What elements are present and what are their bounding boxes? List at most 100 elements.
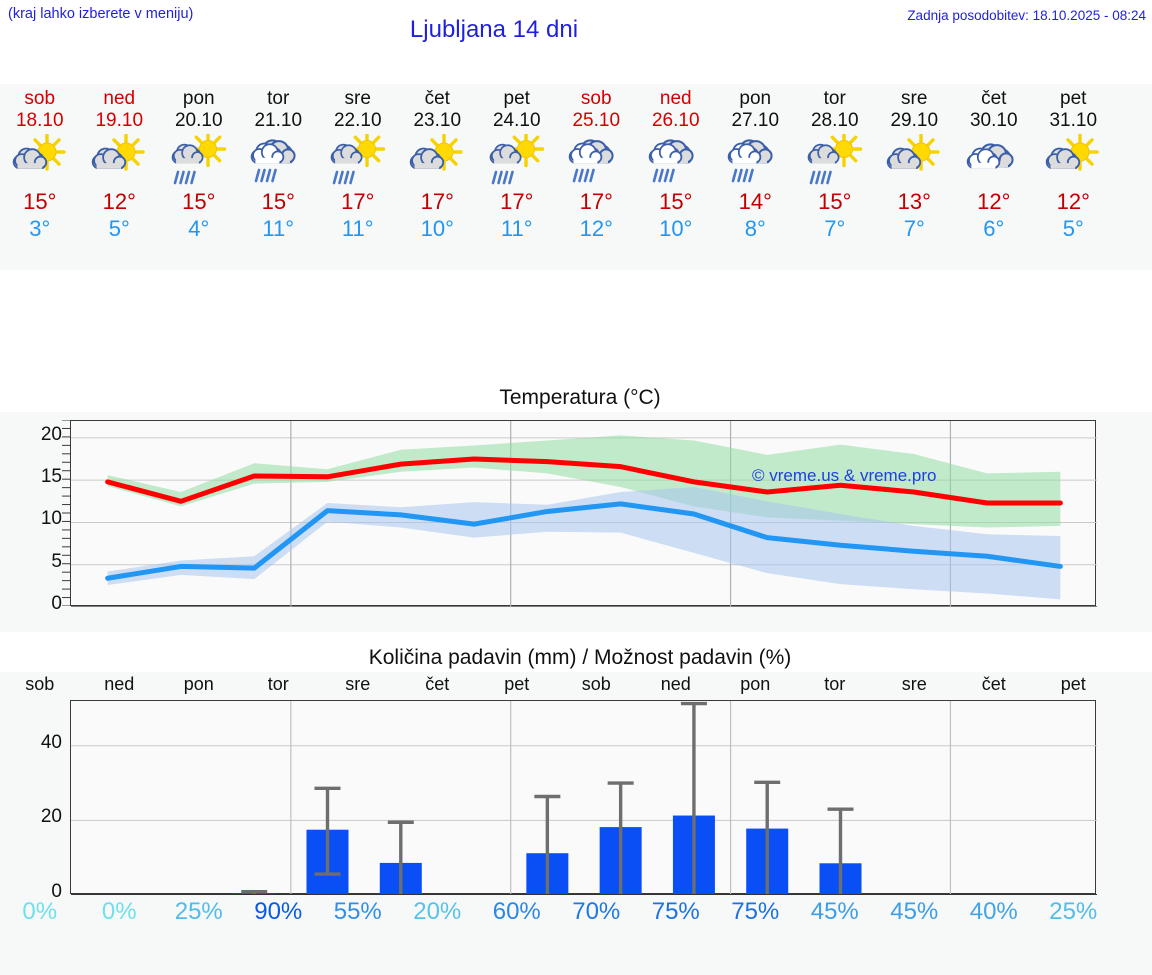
- precip-day-label: pet: [504, 674, 530, 694]
- high-temperature: 12°: [1056, 189, 1090, 214]
- cloudy-icon: [959, 134, 1029, 188]
- day-date: 23.10: [413, 110, 462, 131]
- precip-probability: 60%: [492, 898, 541, 925]
- low-temperature: 3°: [29, 216, 51, 241]
- precip-probability: 75%: [731, 898, 780, 925]
- day-of-week: sob: [24, 88, 56, 109]
- day-forecast-cell[interactable]: sre 29.10 13° 7°: [875, 84, 955, 270]
- temp-y-tick-label: 15: [40, 466, 62, 488]
- precip-day-label: ned: [104, 674, 135, 694]
- day-forecast-cell[interactable]: ned 26.10 15° 10°: [636, 84, 716, 270]
- day-date: 21.10: [254, 110, 303, 131]
- precip-day-label: čet: [425, 674, 450, 694]
- day-of-week: sre: [344, 88, 371, 109]
- partly-cloudy-icon: [402, 134, 472, 188]
- low-temperature: 5°: [1062, 216, 1084, 241]
- precip-probability: 0%: [101, 898, 137, 925]
- day-of-week: pon: [739, 88, 772, 109]
- day-forecast-cell[interactable]: pet 31.10 12° 5°: [1034, 84, 1114, 270]
- day-of-week: tor: [267, 88, 290, 109]
- daily-forecast-strip: sob 18.10 15° 3° ned 19.10 12° 5° pon 20.10 15° 4° t…: [0, 84, 1152, 270]
- partly-cloudy-icon: [879, 134, 949, 188]
- precip-day-label: sre: [901, 674, 927, 694]
- chart-title-backdrop: [0, 380, 1152, 412]
- day-forecast-cell[interactable]: pon 27.10 14° 8°: [716, 84, 796, 270]
- day-date: 27.10: [731, 110, 780, 131]
- temp-y-tick-label: 10: [40, 508, 62, 530]
- partly-cloudy-icon: [1038, 134, 1108, 188]
- high-temperature: 15°: [23, 189, 57, 214]
- low-temperature: 5°: [108, 216, 130, 241]
- day-forecast-cell[interactable]: čet 23.10 17° 10°: [398, 84, 478, 270]
- precip-day-label: pet: [1060, 674, 1086, 694]
- temp-y-tick-label: 20: [40, 423, 62, 445]
- precip-probability: 70%: [572, 898, 621, 925]
- day-date: 19.10: [95, 110, 144, 131]
- high-temperature: 14°: [738, 189, 772, 214]
- day-forecast-cell[interactable]: pon 20.10 15° 4°: [159, 84, 239, 270]
- last-updated: Zadnja posodobitev: 18.10.2025 - 08:24: [907, 8, 1146, 23]
- precip-probability: 40%: [969, 898, 1018, 925]
- high-temperature: 15°: [261, 189, 295, 214]
- cloudy-rain-icon: [641, 134, 711, 188]
- precip-day-label: ned: [660, 674, 691, 694]
- precipitation-probability-row: 0% 0% 25% 90% 55% 20% 60% 70% 75% 75% 45% 45% 40% 25%: [0, 898, 1152, 932]
- day-forecast-cell[interactable]: sob 18.10 15° 3°: [0, 84, 80, 270]
- precip-probability: 45%: [810, 898, 859, 925]
- low-temperature: 10°: [420, 216, 454, 241]
- day-date: 25.10: [572, 110, 621, 131]
- partly-cloudy-rain-icon: [164, 134, 234, 188]
- precip-probability: 25%: [1049, 898, 1098, 925]
- precip-day-label: sob: [581, 674, 611, 694]
- precip-probability: 20%: [413, 898, 462, 925]
- day-date: 18.10: [15, 110, 64, 131]
- day-date: 24.10: [492, 110, 541, 131]
- precip-day-label: pon: [183, 674, 214, 694]
- low-temperature: 11°: [500, 216, 533, 241]
- low-temperature: 10°: [659, 216, 693, 241]
- precip-day-label: tor: [824, 674, 846, 694]
- high-temperature: 17°: [420, 189, 454, 214]
- cloudy-rain-icon: [561, 134, 631, 188]
- day-forecast-cell[interactable]: tor 28.10 15° 7°: [795, 84, 875, 270]
- day-of-week: pet: [1060, 88, 1087, 109]
- day-date: 28.10: [810, 110, 859, 131]
- temp-y-tick-label: 5: [51, 550, 62, 572]
- precip-day-label: sre: [345, 674, 371, 694]
- day-forecast-cell[interactable]: pet 24.10 17° 11°: [477, 84, 557, 270]
- precip-y-tick-label: 20: [40, 806, 62, 828]
- precipitation-day-labels: sob ned pon tor sre čet pet sob ned pon tor sre čet p…: [0, 674, 1152, 700]
- high-temperature: 15°: [818, 189, 852, 214]
- page-header: (kraj lahko izberete v meniju) Ljubljana…: [0, 0, 1152, 56]
- day-of-week: sre: [901, 88, 928, 109]
- menu-hint: (kraj lahko izberete v meniju): [8, 6, 194, 22]
- precip-day-label: čet: [981, 674, 1006, 694]
- cloudy-rain-icon: [720, 134, 790, 188]
- precip-day-label: pon: [740, 674, 771, 694]
- precip-probability: 25%: [174, 898, 223, 925]
- precip-y-tick-label: 0: [51, 881, 62, 902]
- high-temperature: 12°: [102, 189, 136, 214]
- low-temperature: 7°: [903, 216, 925, 241]
- partly-cloudy-rain-icon: [800, 134, 870, 188]
- day-forecast-cell[interactable]: tor 21.10 15° 11°: [239, 84, 319, 270]
- day-date: 26.10: [651, 110, 700, 131]
- day-forecast-cell[interactable]: ned 19.10 12° 5°: [80, 84, 160, 270]
- day-of-week: čet: [424, 88, 450, 109]
- day-date: 20.10: [174, 110, 223, 131]
- temperature-chart-title: Temperatura (°C): [499, 386, 661, 409]
- temp-axis-ticks: [62, 419, 70, 611]
- low-temperature: 8°: [744, 216, 766, 241]
- day-date: 30.10: [969, 110, 1018, 131]
- high-temperature: 17°: [579, 189, 613, 214]
- partly-cloudy-icon: [5, 134, 75, 188]
- high-temperature: 17°: [500, 189, 534, 214]
- day-forecast-cell[interactable]: čet 30.10 12° 6°: [954, 84, 1034, 270]
- day-date: 29.10: [890, 110, 939, 131]
- precipitation-chart-title: Količina padavin (mm) / Možnost padavin …: [0, 646, 1152, 670]
- precip-day-label: sob: [25, 674, 55, 694]
- day-forecast-cell[interactable]: sre 22.10 17° 11°: [318, 84, 398, 270]
- high-temperature: 17°: [341, 189, 375, 214]
- precip-day-label: tor: [267, 674, 289, 694]
- day-forecast-cell[interactable]: sob 25.10 17° 12°: [557, 84, 637, 270]
